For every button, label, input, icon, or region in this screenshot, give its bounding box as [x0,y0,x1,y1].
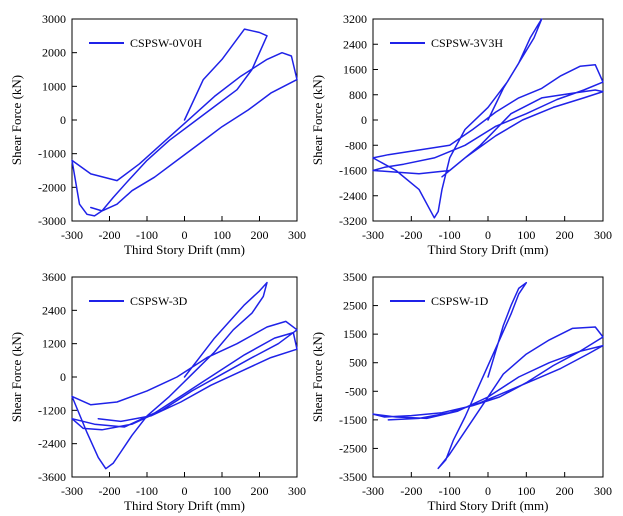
x-axis-title: Third Story Drift (mm) [124,242,245,257]
chart-panel-1: -300 -200 -100 0 100 200 3003000200010000-1000… [9,12,306,257]
y-tick-label: 0 [361,113,367,127]
x-tick-label: 100 [213,484,231,498]
y-tick-label: 0 [60,113,66,127]
legend: CSPSW-3D [89,294,188,308]
y-tick-label: -500 [345,384,367,398]
x-tick-label: 100 [213,228,231,242]
x-tick-label: 0 [485,228,491,242]
y-axis-title: Shear Force (kN) [310,75,325,165]
x-tick-label: 300 [594,228,612,242]
x-tick-label: 200 [556,484,574,498]
x-tick-label: -300 [61,484,83,498]
y-tick-label: 0 [60,370,66,384]
legend: CSPSW-1D [390,294,489,308]
legend-label: CSPSW-1D [431,294,489,308]
y-tick-label: 3200 [343,12,367,26]
x-tick-label: 100 [517,484,535,498]
x-tick-label: -100 [439,228,461,242]
y-tick-label: -1200 [38,403,66,417]
y-tick-label: -2500 [339,441,367,455]
x-tick-label: -200 [99,484,121,498]
x-tick-label: 200 [251,228,269,242]
legend-label: CSPSW-0V0H [130,36,202,50]
chart-panels: -300 -200 -100 0 100 200 3003000200010000-1000… [9,12,612,513]
y-tick-label: -3200 [339,214,367,228]
hysteresis-curve [71,28,298,217]
hysteresis-curve [372,18,604,219]
x-tick-label: 200 [556,228,574,242]
y-tick-label: -2400 [339,189,367,203]
y-tick-label: 2000 [42,46,66,60]
y-tick-label: 1000 [42,79,66,93]
x-axis-title: Third Story Drift (mm) [428,242,549,257]
y-tick-label: 2400 [42,303,66,317]
y-tick-label: -2000 [38,180,66,194]
x-tick-label: 0 [485,484,491,498]
y-tick-label: 500 [349,356,367,370]
hysteresis-curve [71,281,298,470]
y-tick-label: -1600 [339,164,367,178]
chart-panel-4: -300 -200 -100 0 100 200 300 3500 2500 1500 500 -50… [310,270,612,513]
y-tick-label: 1500 [343,327,367,341]
x-tick-label: -300 [61,228,83,242]
y-tick-label: -1000 [38,147,66,161]
y-axis-title: Shear Force (kN) [9,75,24,165]
x-tick-label: -100 [136,228,158,242]
legend: CSPSW-3V3H [390,36,503,50]
x-tick-label: -300 [362,228,384,242]
chart-panel-3: -300 -200 -100 0 100 200 300 3600 2400 1200 0 -1200… [9,270,306,513]
x-axis-title: Third Story Drift (mm) [124,498,245,513]
chart-panel-2: -300 -200 -100 0 100 200 300 3200 2400 1600 800 0 -8… [310,12,612,257]
y-tick-label: 3600 [42,270,66,284]
x-tick-label: -200 [400,484,422,498]
legend: CSPSW-0V0H [89,36,202,50]
hysteresis-curve [372,281,604,470]
x-tick-label: 0 [182,228,188,242]
x-axis-title: Third Story Drift (mm) [428,498,549,513]
x-tick-label: -300 [362,484,384,498]
x-tick-label: 300 [288,228,306,242]
y-tick-label: 1200 [42,337,66,351]
y-axis-title: Shear Force (kN) [310,332,325,422]
y-tick-label: 1600 [343,63,367,77]
y-axis-title: Shear Force (kN) [9,332,24,422]
x-tick-label: -200 [400,228,422,242]
y-tick-label: 2400 [343,37,367,51]
y-tick-label: 3500 [343,270,367,284]
y-tick-label: 800 [349,88,367,102]
x-tick-label: -100 [439,484,461,498]
y-tick-label: 3000 [42,12,66,26]
x-tick-label: 200 [251,484,269,498]
legend-label: CSPSW-3V3H [431,36,503,50]
y-tick-label: 2500 [343,299,367,313]
y-tick-label: -3500 [339,470,367,484]
x-tick-label: -100 [136,484,158,498]
x-tick-label: 300 [594,484,612,498]
x-tick-label: 100 [517,228,535,242]
y-tick-label: -3600 [38,470,66,484]
x-tick-label: -200 [99,228,121,242]
y-tick-label: -2400 [38,437,66,451]
legend-label: CSPSW-3D [130,294,188,308]
y-tick-label: -3000 [38,214,66,228]
x-tick-label: 0 [182,484,188,498]
y-tick-label: -1500 [339,413,367,427]
x-tick-label: 300 [288,484,306,498]
y-tick-label: -800 [345,138,367,152]
